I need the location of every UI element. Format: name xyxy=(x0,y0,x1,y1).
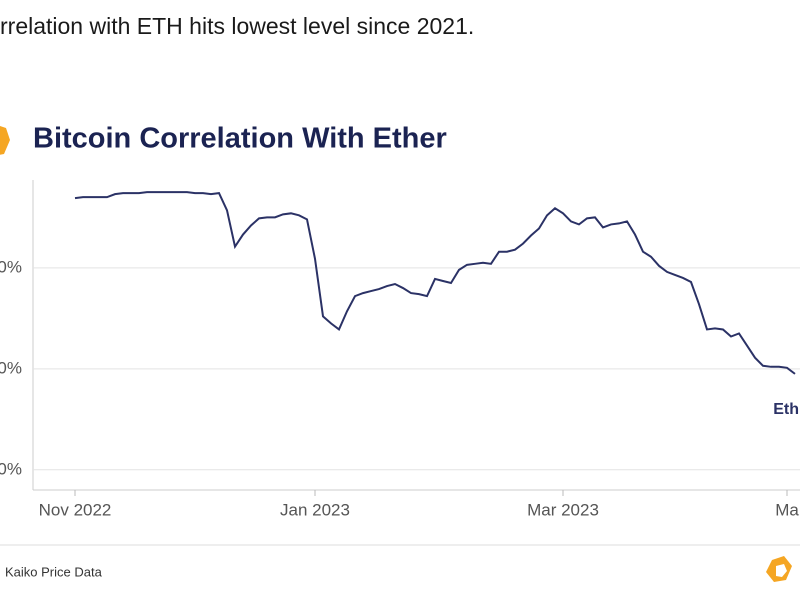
x-tick-label: Mar 2023 xyxy=(527,500,599,519)
x-tick-label: Nov 2022 xyxy=(39,500,112,519)
logo xyxy=(0,126,10,155)
chart-title: Bitcoin Correlation With Ether xyxy=(33,123,447,155)
source: Kaiko Price Data xyxy=(5,564,103,579)
headline: rrelation with ETH hits lowest level sin… xyxy=(0,13,474,39)
y-tick-label: 80% xyxy=(0,358,22,377)
x-tick-label: Ma xyxy=(775,500,799,519)
x-tick-label: Jan 2023 xyxy=(280,500,350,519)
footer-logo xyxy=(766,556,792,582)
series-label: Eth xyxy=(773,401,799,418)
y-tick-label: 90% xyxy=(0,257,22,276)
y-tick-label: 70% xyxy=(0,459,22,478)
series-line xyxy=(74,191,796,375)
